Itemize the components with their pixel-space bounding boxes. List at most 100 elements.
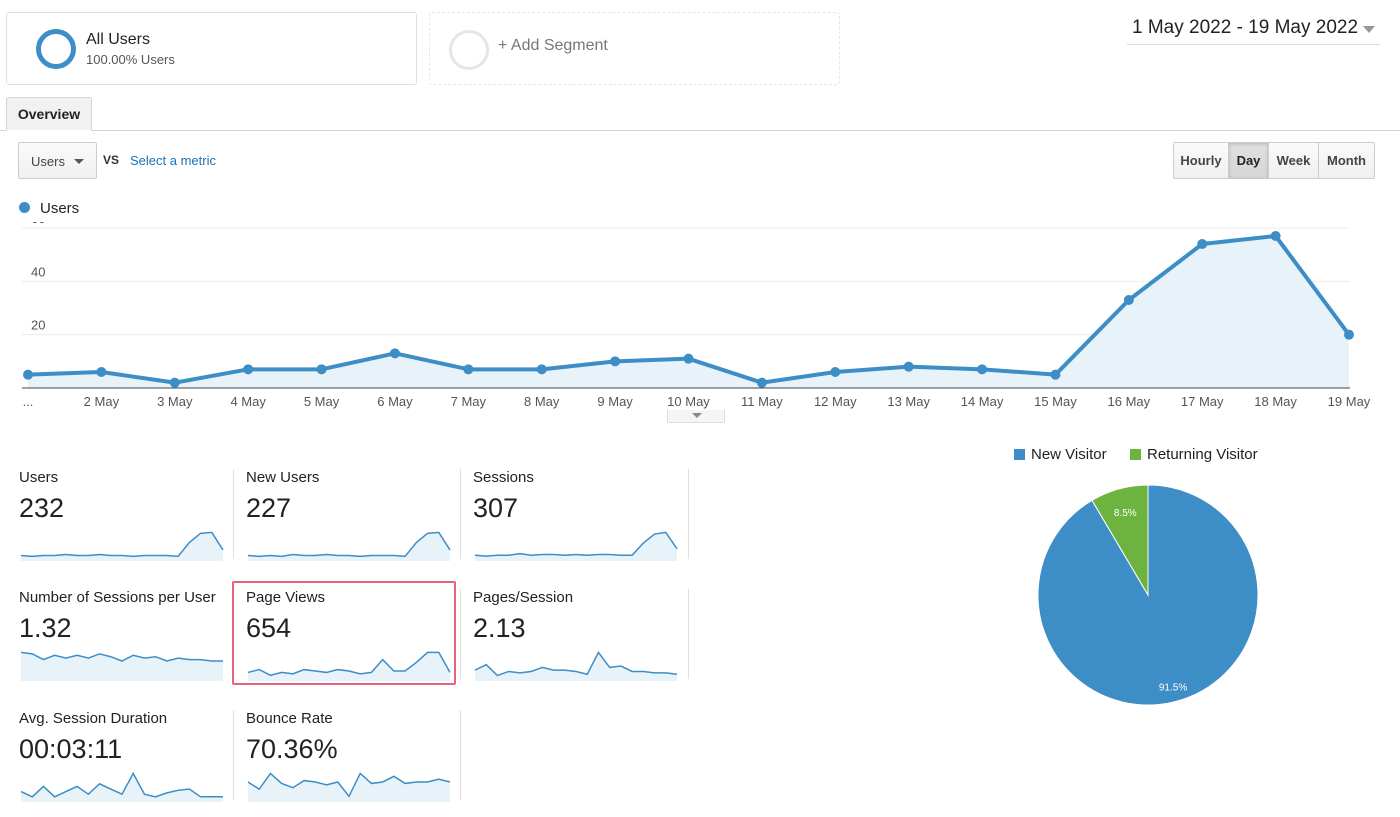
sparkline-line [247, 531, 451, 558]
x-tick-label: 8 May [524, 394, 560, 409]
day-button[interactable]: Day [1229, 143, 1269, 178]
y-tick-label: 40 [31, 264, 45, 279]
sparkline [247, 651, 451, 681]
pie-legend-returning-visitor: Returning Visitor [1130, 446, 1258, 463]
data-point [96, 367, 107, 377]
metric-card-sessions-per-user[interactable]: Number of Sessions per User 1.32 [19, 589, 229, 681]
x-tick-label: 10 May [667, 394, 710, 409]
metric-value: 1.32 [19, 613, 72, 643]
sparkline-line [247, 651, 451, 677]
pie-legend-new-visitor: New Visitor [1014, 446, 1107, 463]
week-button[interactable]: Week [1269, 143, 1319, 178]
sparkline-fill [248, 652, 450, 681]
sparkline [20, 651, 223, 681]
data-point [389, 348, 400, 359]
x-tick-label: 6 May [377, 394, 413, 409]
data-point [536, 364, 547, 375]
x-tick-label: 18 May [1254, 394, 1297, 409]
metric-card-new-users[interactable]: New Users 227 [246, 469, 456, 561]
x-tick-label: 13 May [887, 394, 930, 409]
x-tick-label: 5 May [304, 394, 340, 409]
sparkline-fill [475, 532, 677, 561]
metric-label: Sessions [473, 469, 534, 486]
data-point [1050, 369, 1061, 380]
data-point [903, 361, 914, 372]
sparkline-fill [248, 773, 450, 802]
data-point [463, 364, 474, 375]
metric-value: 70.36% [246, 734, 338, 764]
x-tick-label: 16 May [1108, 394, 1151, 409]
sparkline-line [474, 651, 678, 677]
card-divider [233, 710, 234, 800]
users-legend-dot [19, 202, 30, 213]
sparkline-line [20, 651, 223, 662]
metric-label: Bounce Rate [246, 710, 333, 727]
segment-all-users[interactable]: All Users 100.00% Users [6, 12, 417, 85]
x-tick-label: 7 May [451, 394, 487, 409]
data-point [683, 353, 694, 364]
metric-label: Pages/Session [473, 589, 574, 606]
sparkline-fill [21, 532, 223, 561]
metric-card-pages-per-session[interactable]: Pages/Session 2.13 [473, 589, 683, 681]
data-point [1270, 231, 1281, 241]
x-tick-label: 17 May [1181, 394, 1224, 409]
x-tick-label: 14 May [961, 394, 1004, 409]
metric-value: 227 [246, 493, 292, 523]
sparkline-fill [21, 773, 223, 802]
sparkline [474, 531, 678, 561]
data-point [1123, 295, 1134, 305]
x-tick-label: 15 May [1034, 394, 1077, 409]
area-fill [28, 236, 1349, 388]
pie-legend-label: Returning Visitor [1147, 446, 1258, 463]
x-tick-label: 2 May [84, 394, 120, 409]
segment-subtitle: 100.00% Users [86, 52, 175, 67]
date-range-picker[interactable]: 1 May 2022 - 19 May 2022 [1127, 15, 1380, 45]
sparkline-line [20, 531, 224, 558]
metric-dropdown-label: Users [31, 154, 65, 169]
card-divider [460, 589, 461, 679]
card-divider [688, 589, 689, 679]
month-button[interactable]: Month [1319, 143, 1374, 178]
visitor-pie-chart: 91.5% 8.5% [1037, 484, 1259, 706]
metric-label: Users [19, 469, 59, 486]
users-line-chart: 20 40 60... 2 May 3 May 4 May 5 May 6 May 7 May 8… [22, 222, 1371, 409]
metric-value: 2.13 [473, 613, 526, 643]
sparkline-fill [248, 532, 450, 561]
sparkline [247, 531, 451, 561]
granularity-toggle: Hourly Day Week Month [1173, 142, 1375, 179]
sparkline [20, 531, 224, 561]
metric-value: 307 [473, 493, 519, 523]
data-point [169, 377, 180, 388]
card-divider [688, 469, 689, 559]
metric-card-bounce-rate[interactable]: Bounce Rate 70.36% [246, 710, 456, 802]
card-divider [460, 710, 461, 800]
collapse-chart-handle[interactable] [667, 410, 725, 423]
empty-segment-ring-icon [449, 30, 489, 70]
metric-dropdown[interactable]: Users [18, 142, 97, 179]
sparkline [247, 772, 451, 802]
tab-overview[interactable]: Overview [6, 97, 92, 131]
metric-card-avg-session-duration[interactable]: Avg. Session Duration 00:03:11 [19, 710, 229, 802]
select-metric-link[interactable]: Select a metric [130, 153, 216, 168]
sparkline-line [474, 531, 678, 557]
metric-label: Avg. Session Duration [19, 710, 168, 727]
x-tick-label: 4 May [230, 394, 266, 409]
metric-card-sessions[interactable]: Sessions 307 [473, 469, 683, 561]
y-tick-label: 60 [31, 222, 45, 226]
data-point [243, 364, 254, 375]
data-point [610, 356, 621, 367]
add-segment-button[interactable]: + Add Segment [429, 12, 840, 85]
metric-value: 654 [246, 613, 292, 643]
page-views-highlight-box [232, 581, 456, 685]
hourly-button[interactable]: Hourly [1174, 143, 1229, 178]
caret-down-icon [74, 159, 84, 164]
metric-card-users[interactable]: Users 232 [19, 469, 229, 561]
chevron-down-icon [1363, 26, 1375, 33]
metric-value: 00:03:11 [19, 734, 123, 764]
pie-slice-label: 8.5% [1114, 508, 1137, 519]
x-tick-label: 9 May [597, 394, 633, 409]
metric-card-page-views[interactable]: Page Views 654 [246, 589, 456, 681]
sparkline-line [20, 771, 223, 798]
vs-label: VS [103, 153, 120, 167]
sparkline [20, 771, 223, 802]
